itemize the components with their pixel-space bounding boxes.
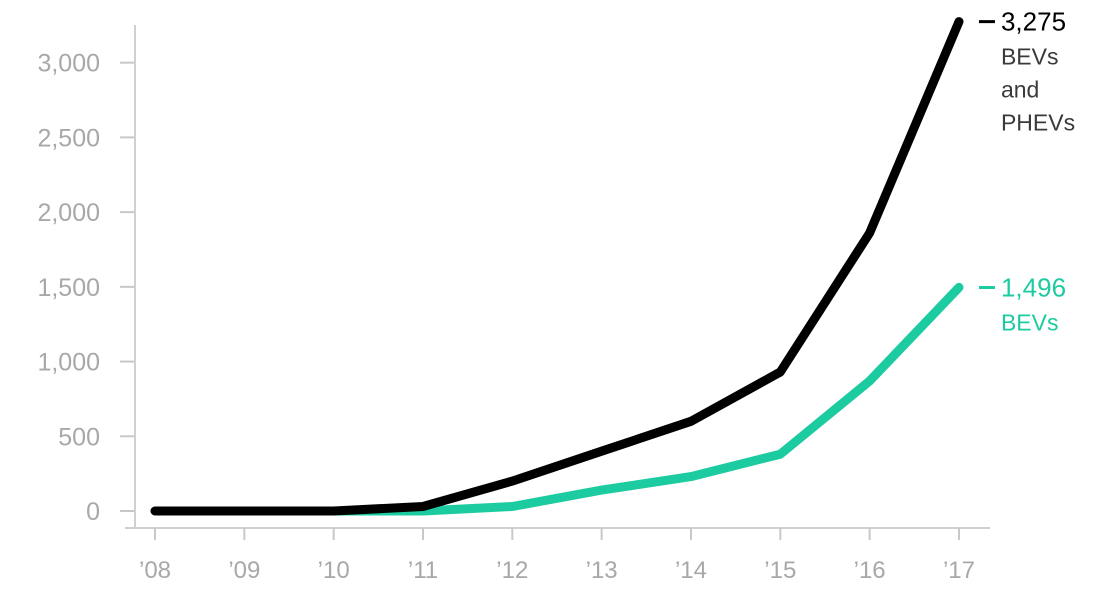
y-tick-label: 1,000 <box>37 349 100 377</box>
x-tick-label: ’08 <box>139 557 171 584</box>
series-name-label: PHEVs <box>1001 110 1075 136</box>
series-lines <box>150 17 964 516</box>
x-axis: ’08 ’09 ’10 ’11 ’12 ’13 ’14 ’15 ’16 ’17 <box>125 527 990 584</box>
x-tick-label: ’10 <box>318 557 350 584</box>
end-value-label: 1,496 <box>1001 272 1066 302</box>
y-tick-label: 0 <box>86 498 100 526</box>
series-end-labels: 3,275 BEVs and PHEVs 1,496 BEVs <box>978 7 1075 335</box>
x-tick-label: ’15 <box>764 557 796 584</box>
series-name-label: and <box>1001 77 1039 103</box>
series-name-label: BEVs <box>1001 309 1059 335</box>
y-tick-label: 2,500 <box>37 124 100 152</box>
x-tick-label: ’11 <box>408 557 438 584</box>
y-tick-label: 3,000 <box>37 50 100 78</box>
x-tick-label: ’13 <box>586 557 618 584</box>
y-axis: 0 500 1,000 1,500 2,000 2,500 3,000 <box>37 25 136 528</box>
x-tick-label: ’17 <box>943 557 975 584</box>
y-tick-label: 500 <box>58 423 100 451</box>
end-value-label: 3,275 <box>1001 7 1066 37</box>
y-tick-label: 2,000 <box>37 199 100 227</box>
series-name-label: BEVs <box>1001 44 1059 70</box>
x-tick-label: ’12 <box>496 557 528 584</box>
series-line-bevs <box>150 282 964 516</box>
y-tick-label: 1,500 <box>37 274 100 302</box>
series-line-bevs_phevs <box>150 17 964 516</box>
x-tick-label: ’14 <box>675 557 707 584</box>
x-tick-label: ’09 <box>228 557 260 584</box>
x-tick-label: ’16 <box>854 557 886 584</box>
